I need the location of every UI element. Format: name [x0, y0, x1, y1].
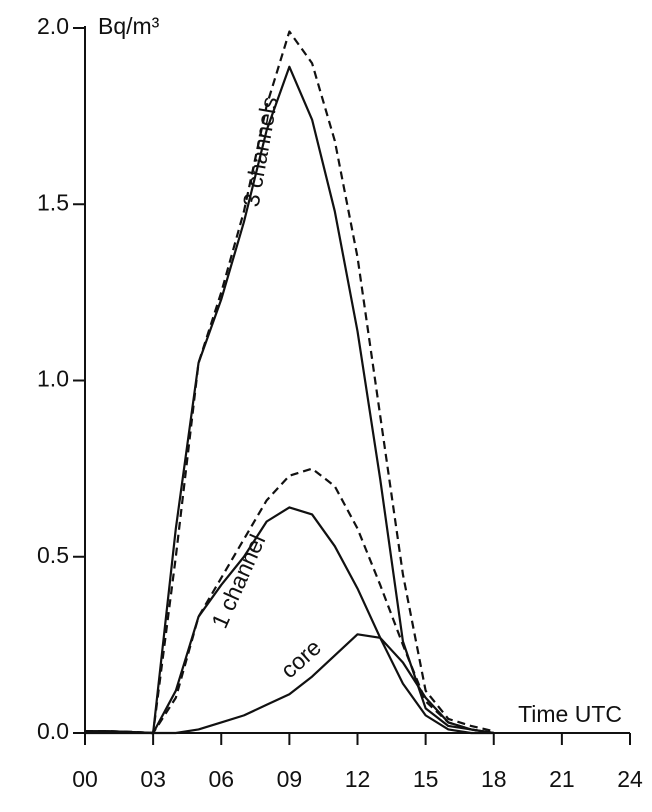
x-tick-label: 18 — [481, 766, 507, 792]
y-axis-label: Bq/m³ — [98, 13, 160, 39]
y-tick-label: 0.5 — [37, 542, 69, 568]
x-tick-label: 24 — [617, 766, 643, 792]
x-tick-label: 09 — [277, 766, 303, 792]
x-tick-label: 00 — [72, 766, 98, 792]
x-tick-label: 06 — [208, 766, 234, 792]
x-tick-label: 15 — [413, 766, 439, 792]
line — [85, 65, 494, 735]
y-tick-label: 0.0 — [37, 718, 69, 744]
y-tick-label: 1.5 — [37, 189, 69, 215]
x-tick-label: 12 — [345, 766, 371, 792]
x-tick-label: 21 — [549, 766, 575, 792]
line — [85, 633, 494, 735]
x-axis-label: Time UTC — [518, 701, 622, 727]
y-tick-label: 1.0 — [37, 366, 69, 392]
annotation: core — [275, 634, 326, 683]
annotation: 3 channels — [238, 95, 283, 209]
annotation: 1 channel — [206, 530, 270, 632]
line — [85, 30, 494, 735]
x-tick-label: 03 — [140, 766, 166, 792]
y-tick-label: 2.0 — [37, 13, 69, 39]
